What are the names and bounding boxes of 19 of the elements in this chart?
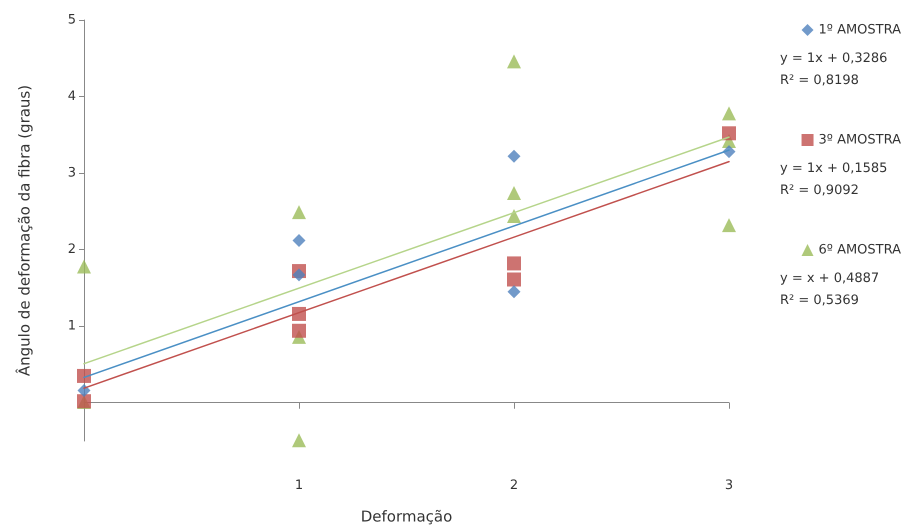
legend-label: 6º AMOSTRA (818, 242, 902, 258)
text: y = 1x + 0,1585 (780, 161, 888, 176)
x-tick-label: 3 (724, 478, 734, 493)
legend-label: 3º AMOSTRA (818, 132, 902, 148)
legend-label: 1º AMOSTRA (818, 22, 902, 38)
text: y = x + 0,4887 (780, 271, 880, 286)
y-tick-label: 3 (68, 166, 76, 181)
text: R² = 0,8198 (780, 73, 859, 88)
x-tick-label: 1 (294, 478, 304, 493)
text: y = 1x + 0,3286 (780, 51, 888, 66)
y-tick-label: 4 (68, 89, 76, 104)
y-tick-label: 2 (68, 242, 76, 258)
x-axis-title: Deformação (360, 508, 452, 526)
y-tick-label: 5 (68, 12, 76, 28)
x-tick-label: 2 (510, 478, 518, 493)
y-tick-label: 1 (68, 318, 76, 334)
text: R² = 0,9092 (780, 183, 859, 198)
text: R² = 0,5369 (780, 293, 859, 308)
y-axis-title: Ângulo de deformação da fibra (graus) (16, 84, 34, 376)
